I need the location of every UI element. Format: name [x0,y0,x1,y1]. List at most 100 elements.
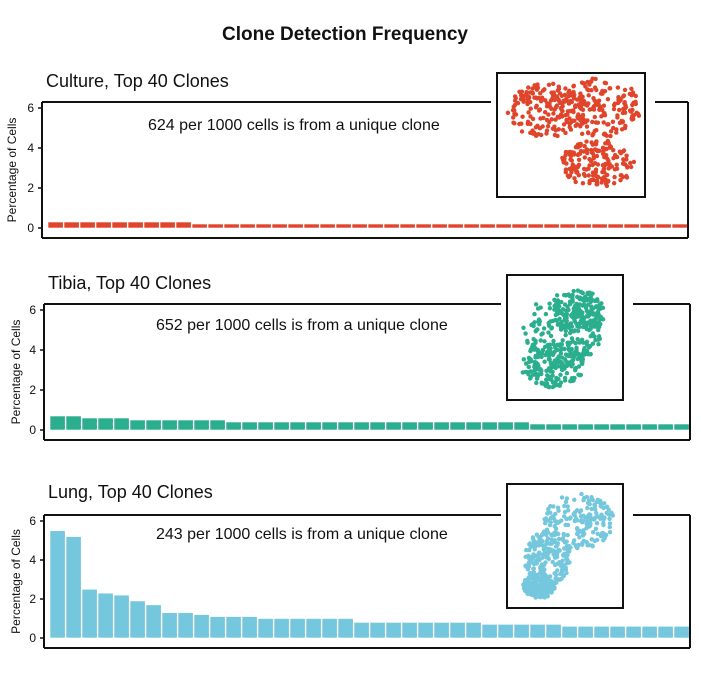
bar [177,419,194,431]
bar [625,423,642,431]
thumbnail-point [547,352,552,357]
thumbnail-point [540,543,545,548]
bar [303,223,320,229]
thumbnail-point [572,375,577,381]
thumbnail-point [534,380,539,386]
thumbnail-point [558,372,563,377]
thumbnail-point [592,298,597,303]
thumbnail-point [576,152,581,157]
thumbnail-point [554,293,560,298]
thumbnail-point [579,119,585,125]
thumbnail-point [564,118,569,123]
thumbnail-point [585,130,591,135]
panel-title: Tibia, Top 40 Clones [48,273,211,293]
chart-panel: Tibia, Top 40 Clones Percentage of Cells 0… [9,273,691,441]
thumbnail-point [539,351,545,356]
bar [513,421,530,431]
thumbnail-point [617,107,622,113]
thumbnail-point [559,567,565,573]
thumbnail-point [546,384,551,389]
thumbnail-point [587,291,593,297]
thumbnail-point [580,542,585,547]
thumbnail-point [563,167,569,172]
thumbnail-point [543,110,548,115]
bar [241,616,258,639]
thumbnail-point [631,159,637,165]
thumbnail-point [534,532,539,537]
thumbnail-point [633,93,638,99]
thumbnail-point [535,347,541,353]
thumbnail-point [581,498,586,503]
thumbnail-point [628,160,633,166]
thumbnail-point [563,86,568,91]
thumbnail-point [586,173,591,178]
thumbnail-point [546,320,551,326]
thumbnail-point [570,295,575,300]
bar [481,421,498,431]
bar [513,624,530,639]
thumbnail-point [606,158,611,163]
thumbnail-point [567,124,572,130]
thumbnail-point [547,101,552,107]
thumbnail-point [562,503,567,509]
thumbnail-point [580,131,585,136]
thumbnail-point [555,322,560,327]
thumbnail-point [602,89,608,94]
thumbnail-point [587,163,592,168]
thumbnail-point [564,371,570,376]
thumbnail-point [602,146,607,152]
y-tick-label: 2 [29,592,36,606]
thumbnail-point [608,129,614,134]
thumbnail-point [600,317,606,322]
thumbnail-point [586,93,591,98]
thumbnail-point [573,309,578,314]
thumbnail-point [584,339,590,344]
thumbnail-point [565,504,570,509]
thumbnail-point [631,116,636,122]
thumbnail-point [563,130,568,136]
thumbnail-point [604,510,609,516]
thumbnail-point [603,132,608,138]
y-tick-label: 4 [27,141,34,155]
thumbnail-point [564,516,569,522]
bar [529,624,546,639]
thumbnail-point [558,351,564,356]
bar [337,421,354,431]
thumbnail-point [558,105,563,111]
thumbnail-point [587,524,592,529]
y-tick-label: 0 [29,631,36,645]
thumbnail-point [590,170,596,175]
thumbnail-point [547,301,552,306]
thumbnail-point [543,98,548,103]
thumbnail-point [585,505,590,511]
thumbnail-point [530,535,536,540]
bar [591,223,608,229]
bar [113,594,130,639]
bar [559,223,576,229]
thumbnail-point [565,548,570,553]
thumbnail-point [614,162,619,167]
thumbnail-point [515,100,521,106]
thumbnail-point [593,140,599,145]
thumbnail-point [534,96,540,101]
thumbnail-point [575,526,580,531]
thumbnail-point [568,313,574,318]
thumbnail-point [565,522,571,528]
bar [673,423,690,431]
thumbnail-point [607,165,612,170]
thumbnail-point [546,120,552,125]
thumbnail-point [542,359,547,364]
thumbnail-point [544,377,549,382]
thumbnail-point [545,587,550,592]
thumbnail-point [572,176,577,181]
thumbnail-point [595,531,600,536]
thumbnail-point [542,562,547,567]
thumbnail-point [555,133,560,139]
thumbnail-point [583,320,588,325]
bar [305,421,322,431]
thumbnail-point [521,357,526,362]
thumbnail-point [594,153,600,159]
thumbnail-point [560,537,565,542]
thumbnail-point [585,118,590,123]
thumbnail-point [511,120,516,125]
